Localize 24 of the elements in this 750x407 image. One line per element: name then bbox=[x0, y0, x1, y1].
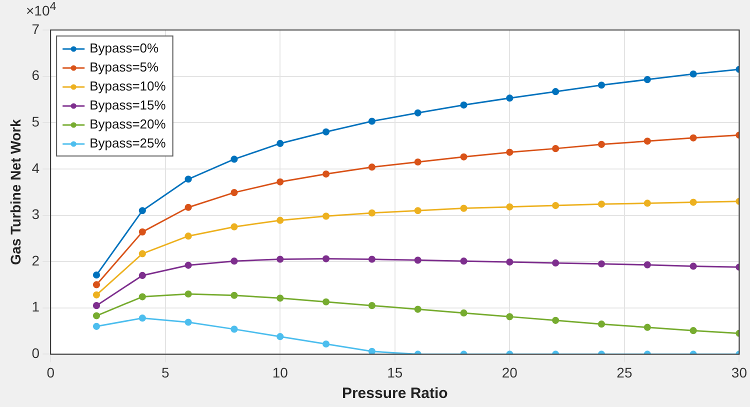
y-axis-title: Gas Turbine Net Work bbox=[7, 119, 24, 265]
y-tick-label: 0 bbox=[32, 345, 40, 362]
y-tick-label: 5 bbox=[32, 113, 40, 130]
text: ×10$^{4}$ bbox=[26, 0, 56, 19]
y-tick-label: 2 bbox=[32, 252, 40, 268]
y-tick-label: 4 bbox=[32, 160, 40, 176]
x-tick-label: 15 bbox=[387, 364, 403, 380]
legend-label: Bypass=0% bbox=[90, 40, 160, 56]
legend-label: Bypass=5% bbox=[90, 60, 160, 75]
x-axis-title: Pressure Ratio bbox=[342, 385, 448, 402]
x-tick-label: 10 bbox=[272, 364, 288, 380]
x-tick-label: 25 bbox=[616, 364, 632, 380]
x-tick-label: 30 bbox=[731, 364, 748, 380]
legend-label: Bypass=10% bbox=[90, 78, 166, 94]
x-tick-label: 5 bbox=[161, 364, 170, 380]
y-tick-label: 3 bbox=[32, 206, 40, 222]
legend-label: Bypass=20% bbox=[90, 116, 166, 132]
y-tick-label: 7 bbox=[32, 20, 40, 37]
x-tick-label: 20 bbox=[502, 364, 518, 380]
legend-label: Bypass=15% bbox=[90, 98, 166, 113]
y-tick-label: 1 bbox=[32, 298, 40, 315]
y-tick-label: 6 bbox=[32, 67, 40, 84]
x-tick-label: 0 bbox=[46, 364, 55, 380]
legend-label: Bypass=25% bbox=[90, 136, 166, 151]
